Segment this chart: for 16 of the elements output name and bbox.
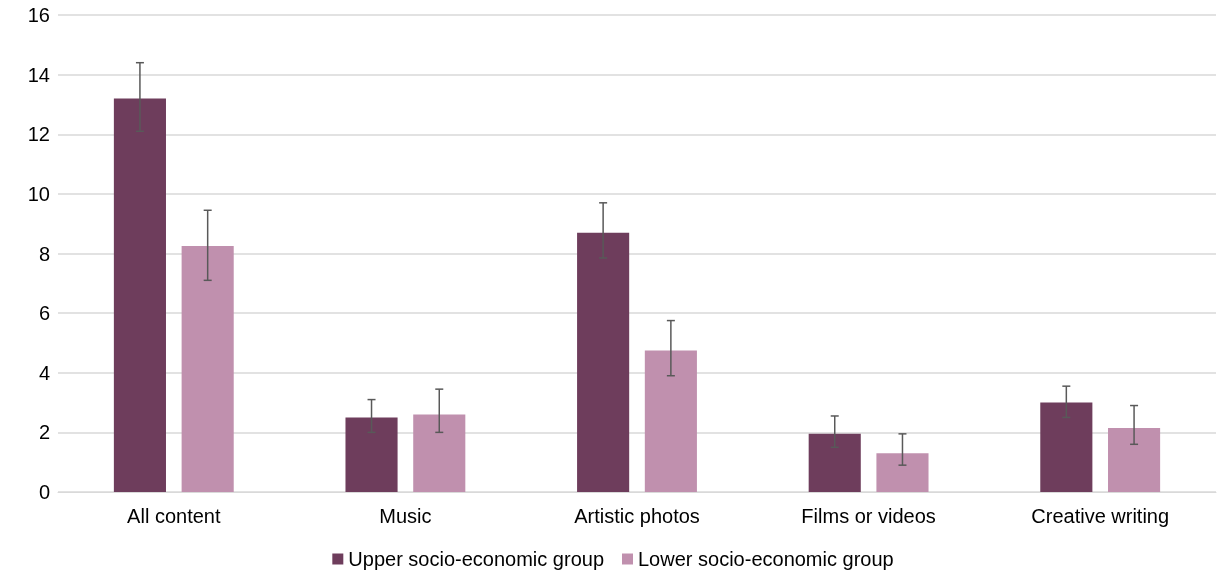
- x-tick-label: Artistic photos: [574, 505, 700, 527]
- y-tick-label: 10: [27, 182, 50, 205]
- y-tick-label: 6: [38, 302, 50, 325]
- y-tick-label: 12: [27, 123, 50, 146]
- legend-label: Lower socio-economic group: [638, 548, 894, 570]
- y-tick-label: 4: [38, 361, 50, 384]
- x-tick-label: Films or videos: [801, 505, 936, 527]
- y-tick-label: 2: [38, 421, 50, 444]
- x-tick-label: Creative writing: [1031, 505, 1170, 527]
- x-tick-label: All content: [127, 505, 221, 527]
- y-tick-label: 8: [38, 242, 50, 265]
- legend-label: Upper socio-economic group: [348, 548, 604, 570]
- x-tick-label: Music: [379, 505, 432, 527]
- y-tick-label: 16: [27, 4, 50, 26]
- y-tick-label: 14: [27, 63, 50, 86]
- y-tick-label: 0: [38, 481, 50, 503]
